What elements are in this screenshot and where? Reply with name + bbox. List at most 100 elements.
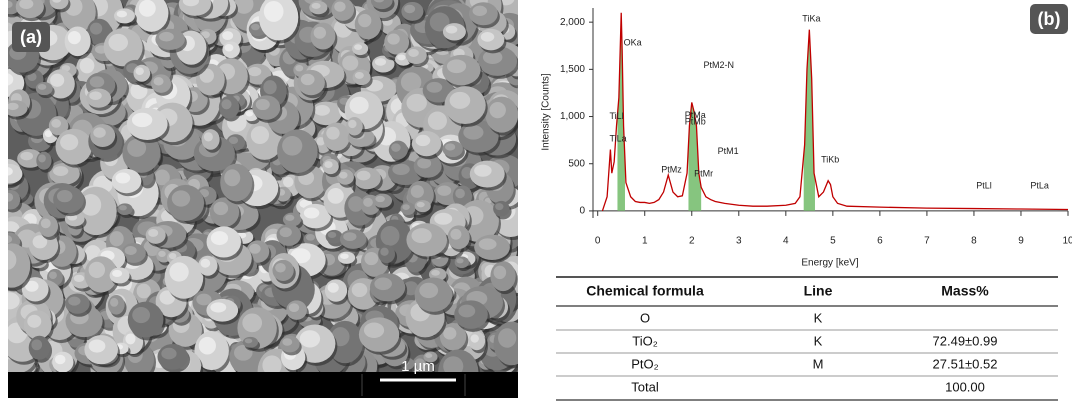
particle-highlight — [471, 334, 479, 342]
particle-highlight — [221, 99, 231, 109]
table: Chemical formulaLineMass%OKTiO₂K72.49±0.… — [556, 277, 1058, 400]
spectrum-line — [602, 13, 1068, 211]
particle-highlight — [51, 119, 61, 128]
particle-highlight — [211, 231, 228, 245]
particle-highlight — [458, 305, 475, 318]
particle-highlight — [301, 74, 315, 85]
particle-highlight — [3, 1, 12, 8]
particle-highlight — [31, 339, 42, 350]
y-tick-label: 0 — [579, 206, 585, 217]
particle-highlight — [7, 103, 19, 110]
particle-highlight — [210, 302, 226, 312]
table-cell: Total — [631, 379, 659, 394]
particle-highlight — [132, 113, 152, 127]
particle-highlight — [428, 112, 447, 130]
peak-label: PtLa — [1030, 180, 1049, 190]
particle-highlight — [132, 307, 150, 323]
particle-highlight — [125, 246, 137, 255]
particle-highlight — [119, 205, 127, 210]
y-axis-label: Intensity [Counts] — [541, 73, 552, 150]
particle-highlight — [354, 44, 362, 50]
peak-label: PtMb — [685, 117, 706, 127]
particle-highlight — [402, 204, 409, 210]
x-tick-label: 8 — [971, 236, 977, 247]
particle-highlight — [1, 235, 12, 243]
peak-fill — [602, 13, 1068, 211]
particle-highlight — [431, 270, 440, 276]
table-cell: PtO₂ — [631, 356, 658, 371]
particle-highlight — [110, 298, 118, 307]
particle-highlight — [391, 143, 400, 151]
particle-highlight — [249, 244, 260, 254]
x-tick-label: 5 — [830, 236, 836, 247]
peak-label: PtM1 — [718, 146, 739, 156]
scale-bar-label: 1 µm — [401, 358, 435, 375]
spectrum: 05001,0001,5002,000012345678910OKaTiLlTi… — [560, 8, 1072, 247]
particle-highlight — [222, 31, 233, 40]
table-cell: 27.51±0.52 — [933, 356, 998, 371]
particle-highlight — [242, 313, 262, 332]
particle-highlight — [328, 232, 336, 238]
table-header: Line — [804, 283, 833, 299]
particle-highlight — [474, 165, 491, 177]
particle-highlight — [450, 229, 461, 240]
peak-fill — [602, 13, 1068, 211]
peak-label: TiKa — [802, 14, 820, 24]
particle-highlight — [200, 259, 210, 268]
particle-highlight — [251, 126, 269, 144]
particle-highlight — [411, 228, 431, 243]
peak-label: PtLl — [976, 180, 992, 190]
x-tick-label: 3 — [736, 236, 742, 247]
peak-label: PtM2-N — [704, 60, 735, 70]
particle-highlight — [4, 193, 13, 202]
particle-highlight — [445, 143, 455, 150]
particle-highlight — [355, 72, 364, 79]
particle-highlight — [139, 0, 156, 17]
particle-highlight — [108, 34, 128, 51]
particle-highlight — [27, 315, 41, 328]
particle-highlight — [300, 330, 320, 347]
particle-highlight — [375, 196, 384, 202]
particle-highlight — [90, 76, 105, 87]
particle-highlight — [404, 5, 415, 13]
particle-highlight — [343, 232, 356, 241]
y-tick-label: 1,500 — [560, 64, 585, 75]
info-bar — [8, 372, 518, 398]
particle-highlight — [125, 333, 135, 344]
particle-highlight — [89, 339, 106, 352]
panel-label: (b) — [1038, 9, 1061, 29]
particle-highlight — [411, 185, 424, 198]
particle-highlight — [282, 338, 292, 346]
particle-highlight — [264, 1, 284, 22]
particle-highlight — [275, 263, 286, 273]
particle-highlight — [312, 3, 321, 9]
particle-highlight — [289, 303, 299, 312]
particle-highlight — [148, 229, 158, 237]
particle-highlight — [112, 270, 122, 277]
particle-highlight — [89, 91, 101, 100]
particle-highlight — [199, 337, 216, 355]
particle-highlight — [392, 164, 409, 175]
particle-highlight — [158, 251, 166, 257]
particle-highlight — [328, 188, 344, 204]
particle-highlight — [80, 58, 95, 73]
particle-highlight — [417, 158, 431, 168]
particle-highlight — [419, 283, 438, 298]
peak-label: PtMz — [661, 165, 682, 175]
particle-highlight — [456, 258, 463, 263]
peak-label: OKa — [624, 37, 642, 47]
particle-highlight — [117, 11, 127, 18]
particle-highlight — [161, 348, 176, 360]
particle-highlight — [326, 127, 339, 140]
y-tick-label: 1,000 — [560, 111, 585, 122]
sem-image — [0, 0, 535, 397]
particle-highlight — [68, 31, 81, 44]
particle-highlight — [136, 67, 144, 75]
table-header: Mass% — [941, 283, 989, 299]
particle-highlight — [246, 111, 253, 116]
particle-highlight — [375, 58, 386, 66]
peak-label: TiLa — [609, 134, 626, 144]
particle-highlight — [116, 173, 131, 184]
particle-highlight — [334, 1, 345, 11]
particle-highlight — [348, 120, 356, 128]
